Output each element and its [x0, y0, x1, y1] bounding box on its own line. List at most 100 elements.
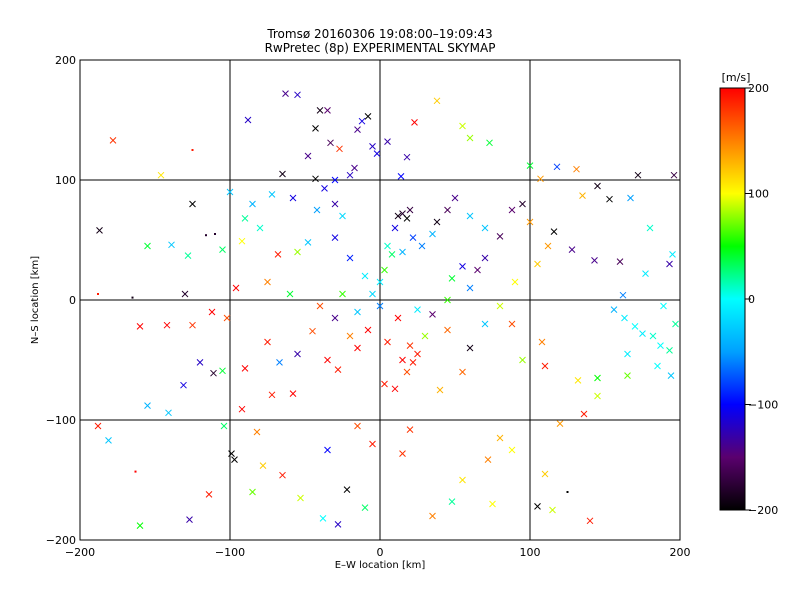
data-point: [616, 258, 624, 265]
data-point: [406, 342, 414, 349]
data-point: [660, 302, 667, 310]
data-point: [394, 314, 402, 322]
data-point: [399, 248, 406, 256]
chart-subtitle: RwPretec (8p) EXPERIMENTAL SKYMAP: [265, 41, 496, 55]
data-point: [354, 126, 361, 133]
data-point: [631, 323, 639, 330]
data-point: [574, 377, 582, 384]
data-point: [268, 191, 276, 198]
data-point: [264, 278, 271, 286]
data-point: [411, 119, 418, 126]
data-point: [228, 450, 235, 457]
data-point: [324, 356, 331, 364]
data-point: [309, 327, 316, 335]
data-point: [238, 405, 246, 413]
data-point: [399, 450, 406, 457]
data-point: [223, 314, 231, 322]
data-point: [319, 515, 327, 522]
data-point: [403, 368, 411, 376]
data-point: [409, 234, 417, 241]
data-point: [627, 194, 634, 202]
data-point: [391, 385, 399, 393]
data-point: [568, 246, 576, 253]
data-point: [351, 164, 358, 172]
data-point: [268, 391, 276, 399]
data-point: [168, 241, 175, 249]
data-point: [312, 175, 319, 183]
data-point: [486, 139, 493, 147]
data-point: [556, 420, 564, 427]
data-point: [286, 290, 294, 298]
data-point: [553, 163, 561, 171]
data-point: [444, 296, 451, 304]
data-point: [549, 506, 556, 514]
data-point: [526, 218, 534, 226]
data-point: [459, 368, 466, 376]
x-tick-label: 100: [520, 546, 541, 559]
data-point: [538, 338, 546, 346]
data-point: [131, 296, 134, 299]
data-point: [205, 491, 213, 498]
data-point: [566, 491, 569, 493]
data-point: [144, 242, 151, 250]
x-axis-ticks: −200 −100 0 100 200: [65, 60, 691, 559]
data-point: [670, 171, 678, 179]
data-point: [205, 234, 207, 237]
colorbar-tick-label: −200: [748, 504, 778, 517]
data-point: [406, 426, 414, 433]
data-point: [448, 275, 456, 282]
data-point: [282, 90, 289, 97]
data-point: [409, 359, 417, 366]
data-point: [414, 306, 421, 313]
data-point: [186, 516, 193, 523]
y-axis-ticks: −200 −100 0 100 200: [46, 54, 680, 547]
data-point: [109, 137, 117, 144]
data-point: [384, 138, 391, 145]
data-point: [238, 237, 246, 245]
data-point: [304, 239, 312, 246]
data-point: [361, 272, 369, 280]
data-point: [394, 212, 402, 220]
data-point: [481, 224, 489, 232]
data-point: [294, 350, 301, 358]
data-point: [666, 260, 673, 268]
data-point: [534, 260, 541, 268]
data-point: [312, 125, 319, 132]
data-point: [466, 134, 474, 142]
data-point: [654, 362, 661, 370]
data-point: [580, 410, 588, 418]
data-point: [134, 470, 137, 473]
y-tick-label: 100: [55, 174, 76, 187]
data-point: [418, 242, 426, 250]
data-point: [541, 362, 549, 370]
data-point: [466, 344, 474, 352]
data-point: [634, 171, 642, 179]
y-axis-label: N–S location [km]: [30, 256, 41, 344]
data-point: [433, 218, 441, 226]
data-point: [180, 381, 187, 389]
data-point: [346, 254, 354, 262]
data-point: [334, 366, 342, 373]
data-point: [657, 342, 664, 349]
data-point: [646, 224, 654, 232]
data-point: [399, 356, 406, 364]
grid-lines: [80, 60, 680, 540]
data-point: [624, 350, 631, 358]
data-point: [249, 200, 256, 208]
data-point: [339, 212, 346, 220]
data-point: [429, 230, 436, 238]
data-point: [249, 488, 256, 496]
data-point: [448, 498, 456, 505]
data-point: [406, 206, 414, 214]
colorbar-tick-label: 100: [748, 188, 769, 201]
data-point: [466, 212, 474, 220]
data-point: [403, 215, 411, 222]
colorbar: [719, 87, 746, 511]
data-point: [256, 224, 264, 232]
data-point: [474, 266, 481, 274]
data-point: [364, 326, 372, 334]
data-point: [339, 290, 346, 298]
data-point: [591, 257, 598, 264]
data-point: [241, 215, 249, 222]
